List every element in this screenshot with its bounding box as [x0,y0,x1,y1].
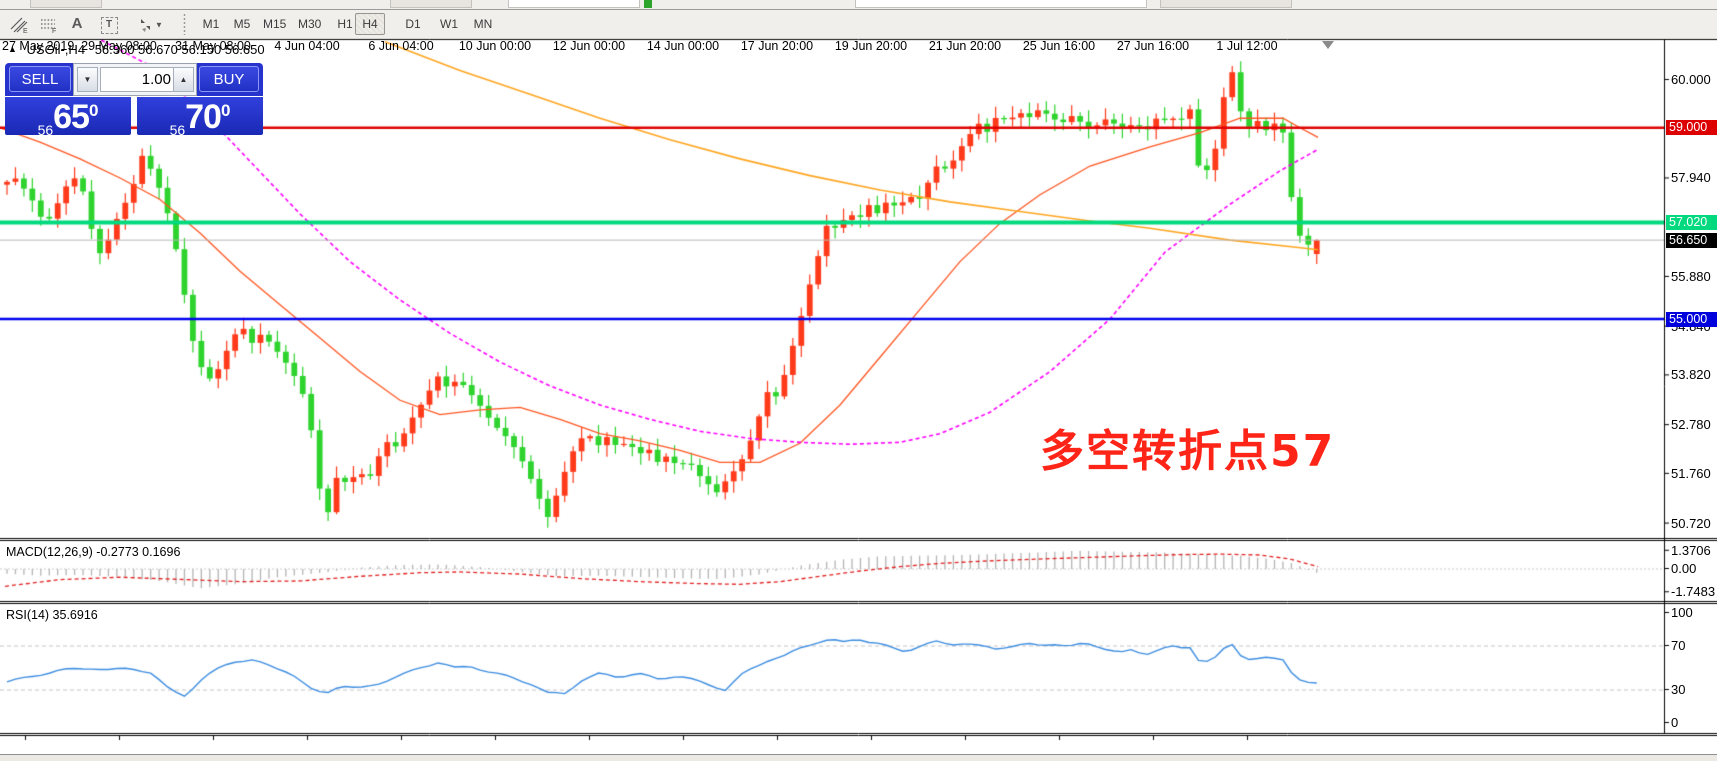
chart-shift-marker-icon[interactable] [1322,41,1334,49]
sell-price-big: 65 [53,98,90,136]
sell-price-sup: 0 [88,101,99,120]
price-tick-label: 51.760 [1671,465,1711,481]
volume-input[interactable] [100,67,175,92]
status-bar-top-edge [0,754,1717,761]
trade-panel-top-row: SELL ▼ ▲ BUY [5,63,263,96]
price-tick-label: 53.820 [1671,367,1711,383]
rsi-scale-label: 30 [1671,682,1686,697]
volume-increase-button[interactable]: ▲ [173,67,194,92]
date-label: 6 Jun 04:00 [368,39,434,53]
date-label: 12 Jun 00:00 [552,39,626,53]
rsi-scale-label: 0 [1671,715,1679,730]
macd-scale-label: -1.7483 [1671,584,1716,600]
price-tick-label: 50.720 [1671,515,1711,531]
date-label: 17 Jun 20:00 [740,39,814,53]
buy-button[interactable]: BUY [199,66,259,92]
one-click-trade-panel: SELL ▼ ▲ BUY 56650 56700 [5,63,263,138]
buy-price-big: 70 [185,98,222,136]
date-label: 25 Jun 16:00 [1022,39,1096,53]
macd-indicator-label: MACD(12,26,9) -0.2773 0.1696 [6,545,181,559]
rsi-scale-label: 70 [1671,638,1686,653]
date-label: 31 May 08:00 [175,39,251,53]
buy-price-sup: 0 [220,101,231,120]
current-price-badge: 56.650 [1666,232,1717,248]
price-level-badge: 59.000 [1666,120,1717,136]
price-tick-label: 52.780 [1671,417,1711,433]
date-label: 10 Jun 00:00 [458,39,532,53]
price-level-badge: 57.020 [1666,214,1717,230]
date-label: 14 Jun 00:00 [646,39,720,53]
price-tick-label: 60.000 [1671,72,1711,87]
rsi-scale-label: 100 [1671,605,1693,620]
sell-price-prefix: 56 [37,122,54,138]
price-tick-label: 57.940 [1671,170,1711,186]
date-label: 21 Jun 20:00 [928,39,1002,53]
macd-scale-label: 0.00 [1671,561,1697,576]
chart-annotation-text: 多空转折点57 [1040,426,1336,477]
volume-group: ▼ ▲ [73,63,197,96]
date-label: 27 May 2019 [2,39,75,53]
volume-decrease-button[interactable]: ▼ [77,67,98,92]
rsi-indicator-label: RSI(14) 35.6916 [6,608,98,622]
symbol-period-label: USOil-,H4 [26,42,86,57]
date-label: 1 Jul 12:00 [1216,39,1278,53]
price-level-badge: 55.000 [1666,311,1717,327]
ohlc-values: 56.360 56.670 56.150 56.650 [94,42,265,57]
chart-header: ▲ USOil-,H4 56.360 56.670 56.150 56.650 [8,42,265,57]
price-tick-label: 55.880 [1671,268,1711,284]
sell-price-button[interactable]: 56650 [5,97,131,138]
date-label: 19 Jun 20:00 [834,39,908,53]
collapse-panel-icon[interactable]: ▲ [8,44,17,54]
sell-button[interactable]: SELL [9,66,71,92]
date-label: 27 Jun 16:00 [1116,39,1190,53]
date-label: 4 Jun 04:00 [274,39,340,53]
buy-price-button[interactable]: 56700 [137,97,263,138]
buy-price-prefix: 56 [169,122,186,138]
date-label: 29 May 08:00 [81,39,157,53]
macd-scale-label: 1.3706 [1671,542,1711,558]
